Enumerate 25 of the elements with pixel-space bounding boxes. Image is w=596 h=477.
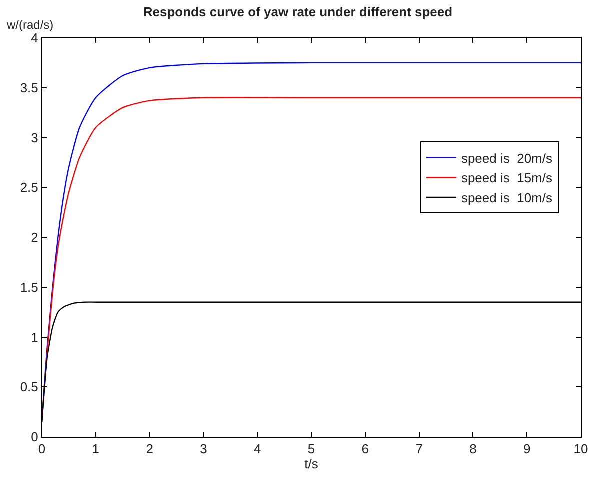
y-axis-title: w/(rad/s): [6, 18, 54, 32]
x-tick-label: 2: [146, 442, 154, 457]
x-tick-label: 6: [362, 442, 370, 457]
x-tick-label: 7: [416, 442, 423, 457]
x-axis-title: t/s: [304, 456, 319, 472]
y-tick-label: 4: [31, 30, 38, 46]
y-tick-label: 2: [31, 230, 38, 246]
chart-title: Responds curve of yaw rate under different speed: [143, 4, 453, 20]
x-tick-label: 9: [523, 442, 531, 457]
x-tick-label: 3: [200, 442, 208, 457]
x-tick-label: 1: [92, 442, 100, 457]
y-tick-label: 0: [31, 430, 38, 445]
y-tick-label: 2.5: [20, 180, 38, 196]
y-tick-label: 3: [31, 130, 38, 146]
x-tick-label: 4: [254, 442, 262, 457]
x-tick-label: 5: [308, 442, 316, 457]
legend-label: speed is 15m/s: [461, 170, 553, 186]
legend-label: speed is 10m/s: [461, 190, 553, 206]
y-tick-label: 1: [31, 330, 38, 345]
y-tick-label: 3.5: [20, 80, 38, 96]
y-tick-label: 0.5: [20, 380, 38, 395]
x-tick-label: 10: [574, 442, 588, 457]
x-tick-label: 8: [470, 442, 477, 457]
legend-label: speed is 20m/s: [461, 150, 553, 166]
y-tick-label: 1.5: [20, 280, 38, 295]
